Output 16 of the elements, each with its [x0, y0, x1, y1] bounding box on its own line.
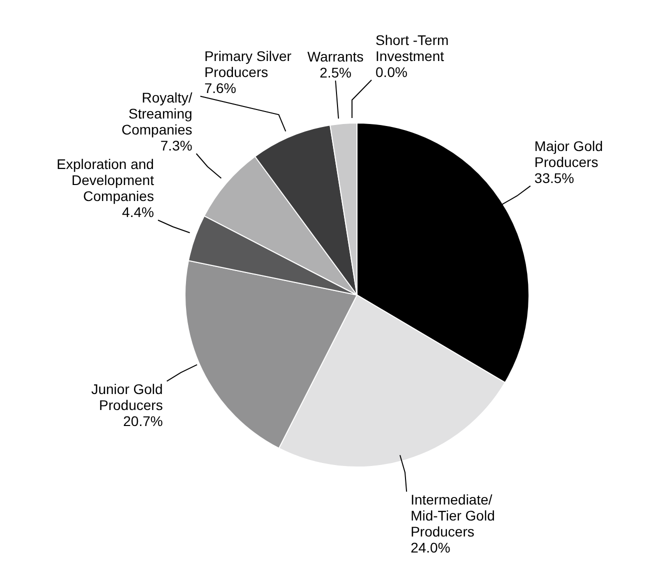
data-label: 7.6%: [204, 80, 236, 96]
text: 0.0%: [376, 64, 408, 80]
slice-label: Royalty/ Streaming Companies: [121, 90, 192, 138]
data-label: 20.7%: [123, 413, 163, 430]
category-label: Short -Term Investment: [376, 32, 449, 64]
slice-label: Junior Gold Producers: [91, 381, 163, 414]
slice-label: Primary Silver Producers: [204, 48, 292, 80]
slice-label: Intermediate/ Mid-Tier Gold Producers: [410, 492, 495, 540]
data-label: 7.3%: [160, 138, 192, 154]
data-label: 33.5%: [534, 170, 574, 186]
slice-label: Warrants: [307, 48, 364, 65]
data-label: 2.5%: [320, 64, 352, 81]
slice-label: Major Gold Producers: [534, 138, 603, 170]
data-label: 4.4%: [122, 204, 154, 220]
slice-label: Exploration and Development Companies: [56, 156, 154, 204]
data-label: 24.0%: [410, 540, 450, 556]
